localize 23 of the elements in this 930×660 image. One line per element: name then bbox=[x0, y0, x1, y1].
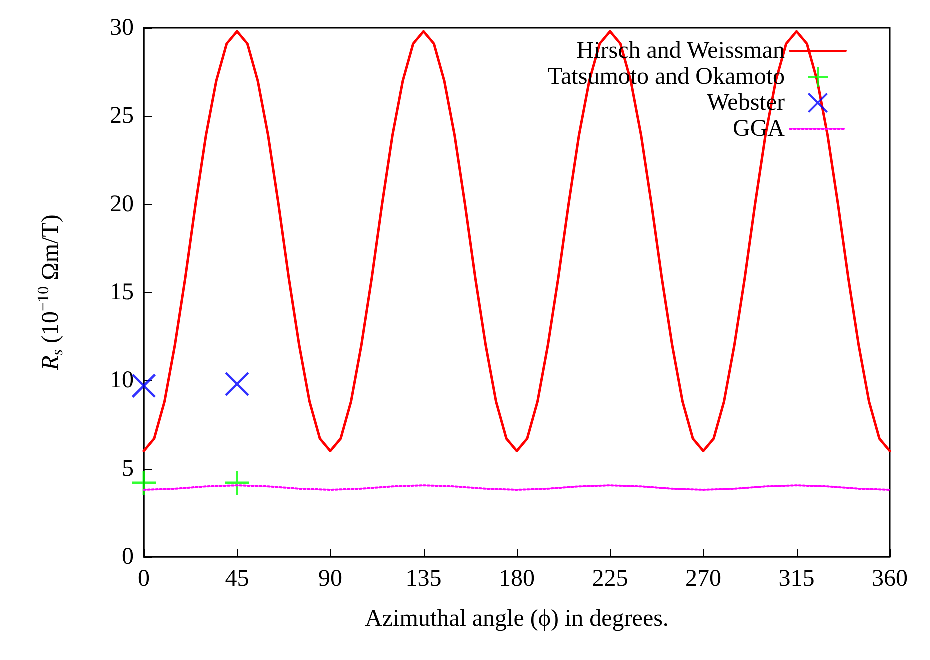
y-tick-label: 30 bbox=[110, 15, 134, 41]
x-tick-label: 315 bbox=[778, 566, 815, 592]
point bbox=[225, 470, 250, 495]
point bbox=[225, 372, 250, 396]
point bbox=[132, 374, 156, 398]
x-tick-label: 225 bbox=[592, 566, 628, 592]
x-axis-title: Azimuthal angle (ϕ) in degrees. bbox=[365, 606, 669, 632]
y-tick-label: 10 bbox=[110, 368, 134, 394]
y-tick-label: 5 bbox=[122, 456, 134, 482]
y-tick-label: 20 bbox=[110, 191, 134, 218]
x-tick-label: 360 bbox=[872, 566, 908, 592]
y-axis-title: Rs (10−10 Ωm/T) bbox=[36, 214, 66, 372]
x-tick-label: 180 bbox=[499, 566, 535, 592]
x-tick-label: 0 bbox=[138, 566, 150, 592]
point bbox=[132, 470, 156, 495]
x-tick-label: 45 bbox=[225, 566, 250, 592]
x-tick-label: 135 bbox=[406, 566, 442, 592]
x-tick-label: 270 bbox=[686, 566, 722, 592]
line-series bbox=[142, 30, 892, 452]
y-tick-label: 15 bbox=[110, 280, 134, 306]
y-tick-label: 25 bbox=[110, 103, 134, 130]
x-tick-label: 90 bbox=[318, 566, 342, 592]
y-tick-label: 0 bbox=[122, 544, 134, 570]
